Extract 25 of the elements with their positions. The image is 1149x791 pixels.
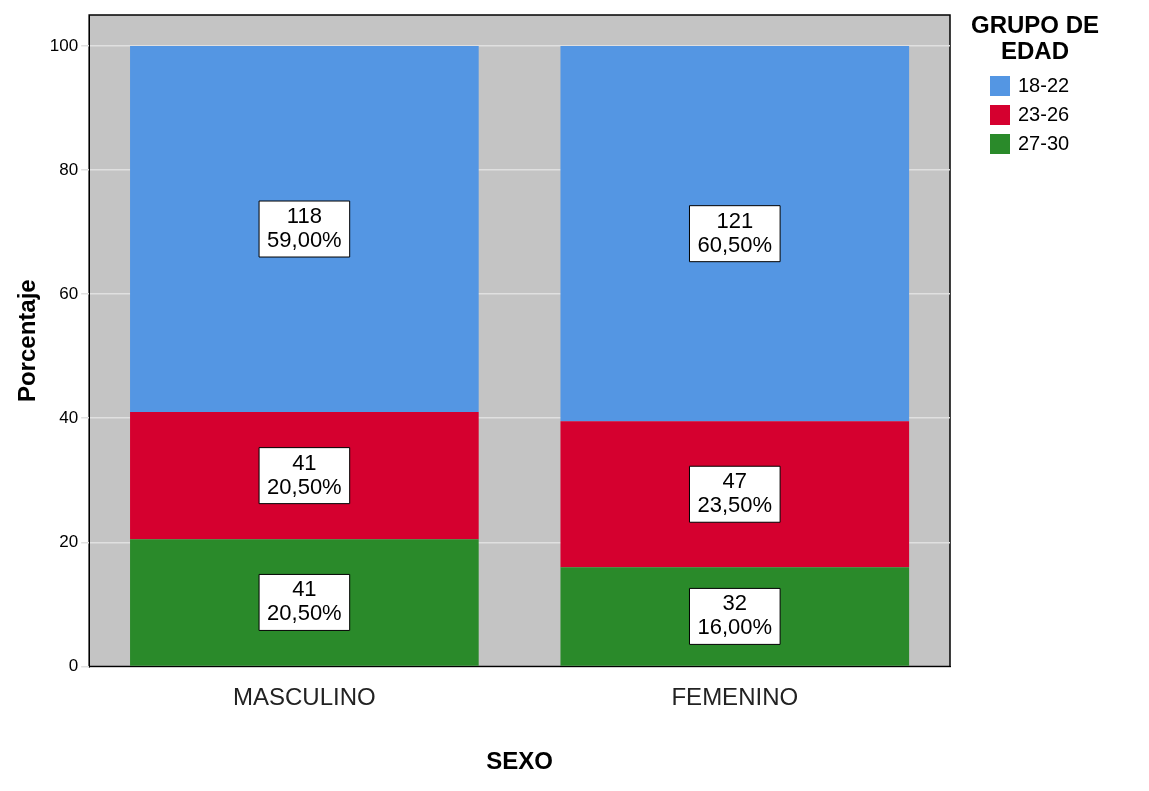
y-tick-label: 20 (59, 532, 79, 552)
x-tick-label: FEMENINO (671, 683, 799, 711)
legend-label: 18-22 (1018, 74, 1070, 97)
bar (130, 46, 479, 413)
x-axis-title: SEXO (486, 747, 553, 775)
y-tick-label: 80 (59, 159, 79, 179)
data-label: 118 59,00% (267, 203, 342, 253)
legend-label: 23-26 (1018, 103, 1070, 126)
data-label: 47 23,50% (697, 468, 773, 518)
data-label: 32 16,00% (697, 590, 773, 640)
y-tick-label: 100 (49, 35, 79, 55)
data-label: 121 60,50% (697, 207, 773, 257)
bar (130, 539, 479, 666)
bar (560, 421, 910, 568)
data-label: 41 20,50% (267, 449, 342, 499)
y-tick-label: 60 (59, 283, 79, 303)
bar (560, 46, 910, 422)
x-tick-label: MASCULINO (233, 683, 376, 711)
y-tick-label: 0 (68, 656, 79, 676)
bar (130, 412, 479, 540)
y-tick-label: 40 (59, 407, 79, 427)
legend-label: 27-30 (1018, 132, 1070, 155)
legend-title: GRUPO DE EDAD (970, 11, 1100, 64)
data-label: 41 20,50% (267, 576, 342, 626)
y-axis-title: Porcentaje (13, 279, 41, 403)
